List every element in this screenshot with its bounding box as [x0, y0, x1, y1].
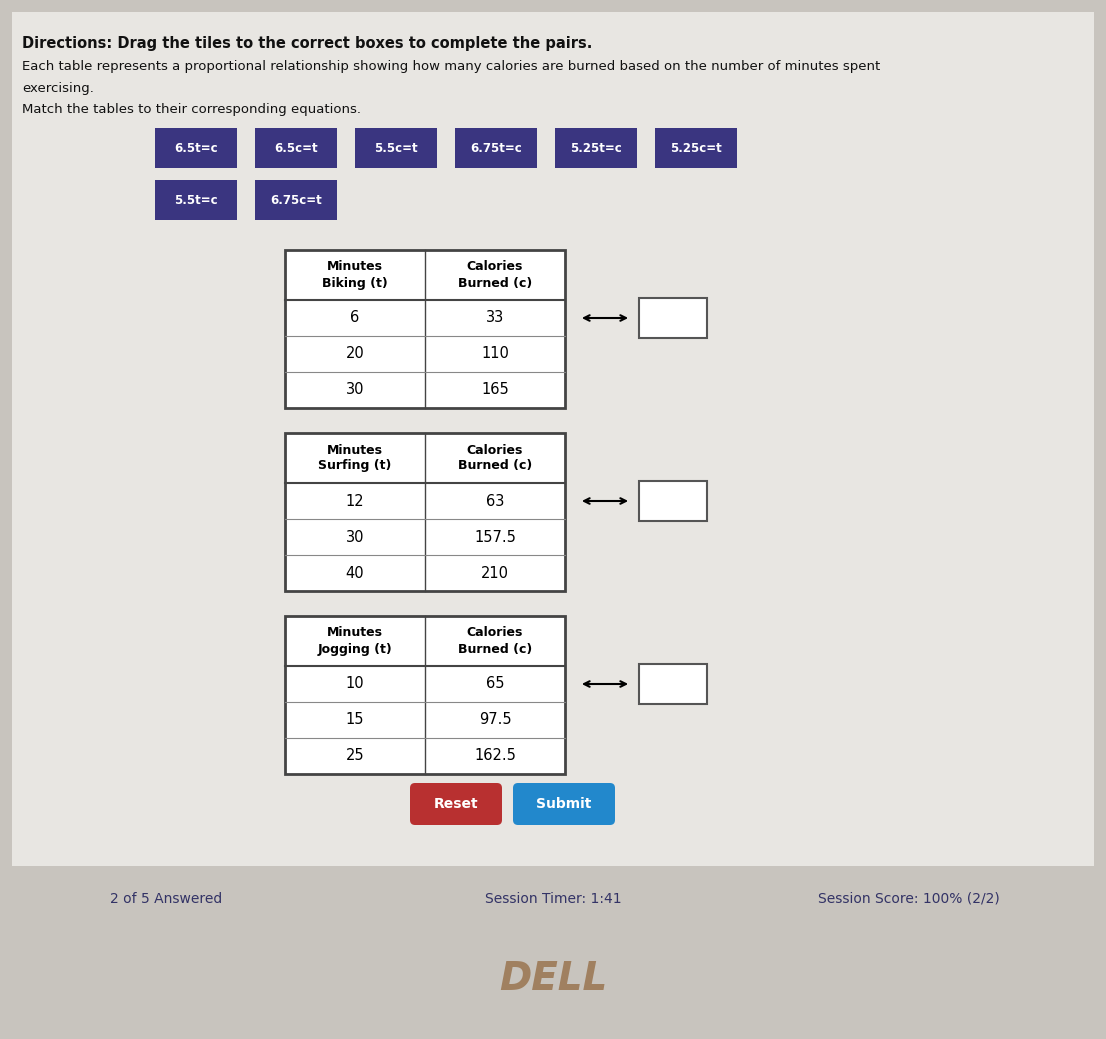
- Text: 6: 6: [351, 311, 359, 325]
- FancyBboxPatch shape: [410, 783, 502, 825]
- Bar: [255, 128, 337, 168]
- Text: 5.25t=c: 5.25t=c: [570, 141, 622, 155]
- Text: 5.25c=t: 5.25c=t: [670, 141, 722, 155]
- Text: 40: 40: [346, 565, 364, 581]
- Bar: [639, 298, 707, 338]
- Bar: [455, 128, 538, 168]
- Bar: [355, 128, 437, 168]
- Text: Minutes
Surfing (t): Minutes Surfing (t): [319, 444, 392, 473]
- Text: 5.5c=t: 5.5c=t: [374, 141, 418, 155]
- Text: Reset: Reset: [434, 797, 478, 811]
- Bar: [155, 180, 237, 220]
- Text: 6.5c=t: 6.5c=t: [274, 141, 317, 155]
- Text: 6.75c=t: 6.75c=t: [270, 193, 322, 207]
- Text: 165: 165: [481, 382, 509, 398]
- Text: Submit: Submit: [536, 797, 592, 811]
- Text: DELL: DELL: [499, 960, 607, 998]
- Text: 210: 210: [481, 565, 509, 581]
- Text: Directions: Drag the tiles to the correct boxes to complete the pairs.: Directions: Drag the tiles to the correc…: [22, 36, 593, 51]
- Text: Match the tables to their corresponding equations.: Match the tables to their corresponding …: [22, 103, 361, 116]
- Text: 33: 33: [486, 311, 504, 325]
- Text: Session Timer: 1:41: Session Timer: 1:41: [484, 893, 622, 906]
- FancyBboxPatch shape: [513, 783, 615, 825]
- Text: 63: 63: [486, 494, 504, 508]
- Text: 6.5t=c: 6.5t=c: [174, 141, 218, 155]
- Text: 20: 20: [345, 346, 364, 362]
- Text: 25: 25: [346, 748, 364, 764]
- Bar: [285, 250, 565, 408]
- Text: Minutes
Biking (t): Minutes Biking (t): [322, 261, 388, 290]
- Text: 2 of 5 Answered: 2 of 5 Answered: [109, 893, 222, 906]
- Text: 110: 110: [481, 346, 509, 362]
- Text: Each table represents a proportional relationship showing how many calories are : Each table represents a proportional rel…: [22, 60, 880, 73]
- Bar: [555, 128, 637, 168]
- Text: 15: 15: [346, 713, 364, 727]
- Text: 30: 30: [346, 382, 364, 398]
- Bar: [285, 616, 565, 774]
- Text: Minutes
Jogging (t): Minutes Jogging (t): [317, 627, 393, 656]
- Bar: [255, 180, 337, 220]
- Text: 5.5t=c: 5.5t=c: [174, 193, 218, 207]
- Bar: [639, 664, 707, 704]
- Text: 10: 10: [346, 676, 364, 692]
- Bar: [285, 433, 565, 591]
- Text: 6.75t=c: 6.75t=c: [470, 141, 522, 155]
- Bar: [655, 128, 737, 168]
- Text: Calories
Burned (c): Calories Burned (c): [458, 627, 532, 656]
- Text: 157.5: 157.5: [474, 530, 515, 544]
- Text: Calories
Burned (c): Calories Burned (c): [458, 261, 532, 290]
- Text: exercising.: exercising.: [22, 82, 94, 95]
- Text: 97.5: 97.5: [479, 713, 511, 727]
- Bar: [639, 481, 707, 521]
- Text: Calories
Burned (c): Calories Burned (c): [458, 444, 532, 473]
- Bar: [155, 128, 237, 168]
- Text: 30: 30: [346, 530, 364, 544]
- Text: 162.5: 162.5: [474, 748, 515, 764]
- Text: 65: 65: [486, 676, 504, 692]
- Text: Session Score: 100% (2/2): Session Score: 100% (2/2): [818, 893, 1000, 906]
- Text: 12: 12: [346, 494, 364, 508]
